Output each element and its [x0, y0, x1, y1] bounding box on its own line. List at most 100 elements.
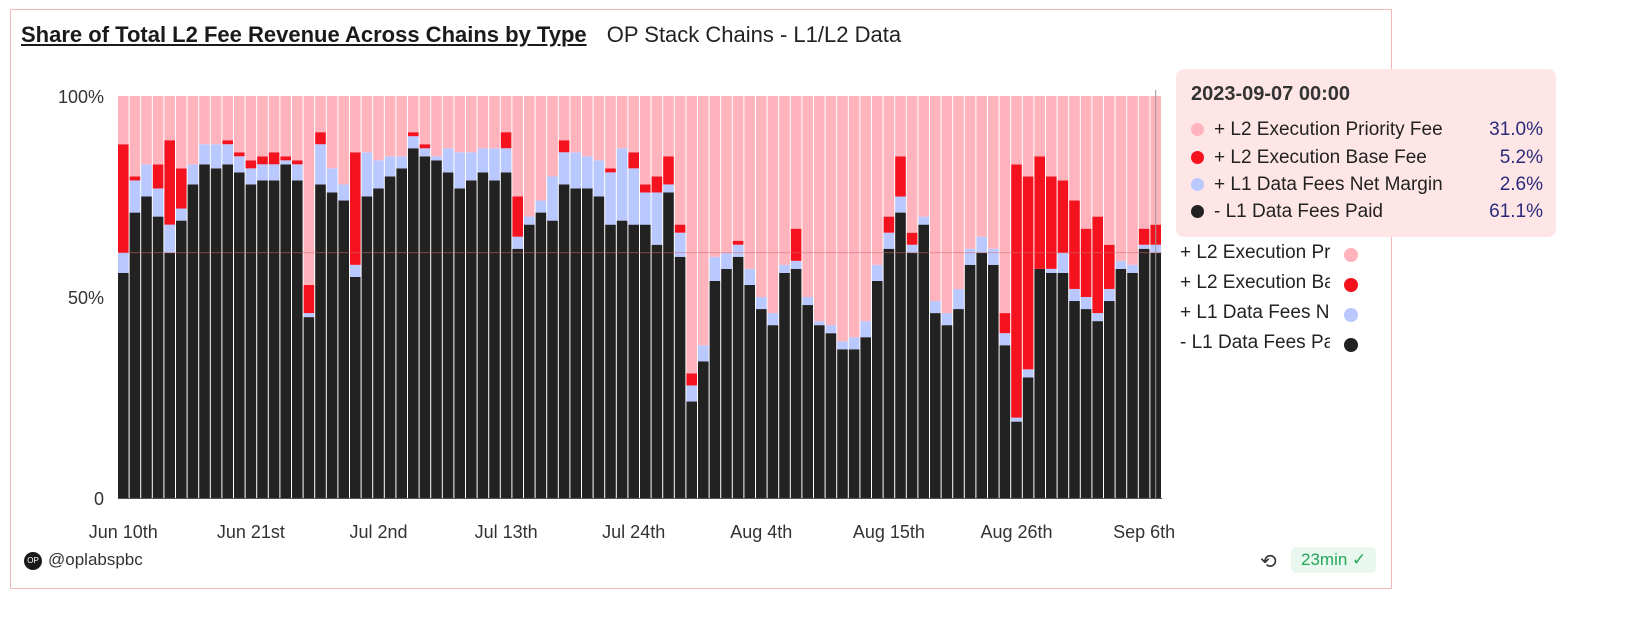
bar-segment [338, 184, 349, 201]
bar-segment [860, 321, 871, 338]
bar-segment [558, 140, 570, 153]
bar-segment [1069, 288, 1080, 302]
bar-segment [953, 288, 964, 310]
bar-segment [454, 188, 465, 498]
bar-segment [837, 96, 848, 342]
bar-segment [419, 96, 431, 145]
bar-segment [860, 96, 871, 322]
legend-item-base-fee[interactable]: + L2 Execution Base Fee [1180, 270, 1365, 300]
bar-segment [999, 313, 1011, 334]
bar-segment [686, 96, 697, 374]
bar-segment [767, 313, 779, 326]
bar-segment [616, 148, 628, 221]
bar-segment [1022, 377, 1034, 498]
bar-segment [303, 96, 315, 285]
bar-segment [141, 96, 152, 165]
bar-segment [790, 96, 802, 229]
bar-segment [512, 236, 523, 249]
bar-segment [756, 297, 767, 310]
bar-segment [976, 236, 987, 253]
bar-segment [744, 284, 755, 498]
bar-segment [756, 309, 767, 498]
bar-segment [605, 172, 616, 225]
bar-segment [906, 252, 918, 498]
bar-segment [1092, 321, 1103, 498]
bar-segment [164, 252, 175, 498]
bar-segment [570, 188, 581, 498]
x-tick-label: Jun 10th [89, 522, 158, 542]
bar-segment [535, 96, 547, 201]
bar-segment [570, 96, 581, 153]
author-handle[interactable]: OP @oplabspbc [24, 550, 143, 570]
bar-segment [825, 96, 837, 326]
bar-segment [350, 96, 361, 153]
bar-segment [1034, 156, 1045, 269]
legend-item-priority-fee[interactable]: + L2 Execution Priority Fee [1180, 240, 1365, 270]
bar-segment [338, 200, 349, 498]
tooltip-dot-icon [1191, 205, 1204, 218]
bar-segment [999, 333, 1011, 346]
bar-segment [268, 164, 280, 181]
bar-segment [489, 148, 500, 181]
bar-segment [848, 96, 860, 338]
bar-segment [930, 301, 941, 314]
bar-segment [524, 224, 535, 498]
optimism-logo-icon: OP [24, 551, 42, 570]
legend-item-l1-fees-paid[interactable]: - L1 Data Fees Paid [1180, 330, 1365, 360]
bar-segment [767, 96, 779, 314]
bar-segment [663, 156, 674, 185]
bar-segment [210, 96, 222, 145]
bar-segment [744, 96, 755, 269]
bar-segment [721, 252, 732, 269]
bar-segment [1022, 369, 1034, 378]
bar-segment [222, 140, 233, 145]
bar-segment [419, 144, 431, 149]
refresh-icon[interactable]: ⟲ [1260, 551, 1277, 573]
chart-title[interactable]: Share of Total L2 Fee Revenue Across Cha… [21, 22, 587, 47]
bar-segment [1127, 272, 1138, 498]
bar-segment [442, 148, 454, 173]
bar-segment [408, 96, 419, 133]
tooltip-title: 2023-09-07 00:00 [1191, 83, 1351, 105]
legend-item-net-margin[interactable]: + L1 Data Fees Net Margin [1180, 300, 1365, 330]
bar-segment [176, 96, 187, 169]
bar-segment [883, 216, 895, 233]
bar-segment [384, 96, 396, 157]
bar-segment [790, 228, 802, 261]
tooltip-row: + L2 Execution Priority Fee 31.0% [1191, 117, 1543, 143]
bar-segment [1080, 309, 1092, 498]
bar-segment [814, 325, 825, 498]
bar-segment [176, 220, 187, 498]
bar-segment [257, 96, 268, 157]
x-tick-label: Jun 21st [217, 522, 285, 542]
bar-segment [605, 96, 616, 169]
bar-segment [698, 345, 709, 362]
bar-segment [686, 373, 697, 386]
refresh-time-badge[interactable]: 23min ✓ [1291, 547, 1377, 573]
bar-segment [1080, 228, 1092, 297]
bar-segment [1011, 417, 1022, 422]
bar-segment [303, 317, 315, 498]
bar-segment [477, 148, 489, 173]
bar-segment [848, 349, 860, 498]
bar-segment [988, 264, 999, 498]
bar-segment [396, 96, 407, 157]
bar-segment [628, 224, 639, 498]
bar-segment [674, 256, 686, 498]
bar-segment [118, 272, 129, 498]
bar-segment [303, 313, 315, 318]
bar-segment [651, 244, 663, 498]
bar-segment [895, 96, 906, 157]
bar-segment [779, 272, 790, 498]
bar-segment [141, 196, 152, 498]
bar-segment [257, 156, 268, 165]
bar-segment [210, 144, 222, 169]
bar-segment [640, 192, 651, 225]
chart-subtitle: OP Stack Chains - L1/L2 Data [606, 22, 902, 47]
bar-segment [1046, 176, 1057, 269]
legend-dot-icon [1344, 308, 1358, 322]
bar-segment [802, 297, 813, 306]
tooltip-row: + L2 Execution Base Fee 5.2% [1191, 145, 1543, 171]
bar-segment [245, 168, 257, 185]
